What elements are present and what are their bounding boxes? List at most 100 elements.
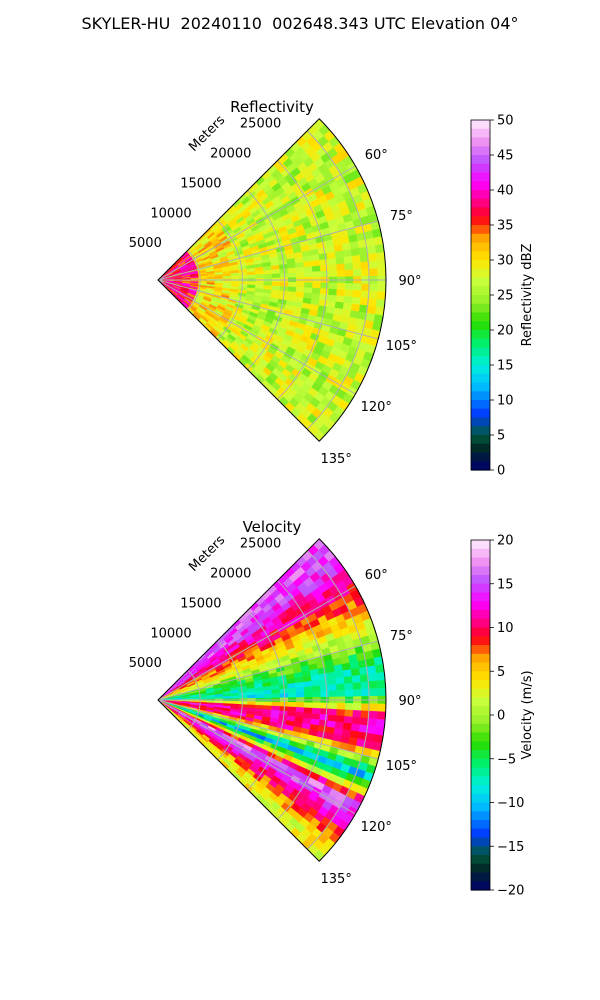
heatmap-cell (351, 296, 362, 306)
heatmap-cell (335, 295, 345, 304)
heatmap-cell (320, 690, 330, 698)
heatmap-cell (377, 687, 387, 697)
heatmap-cell (255, 701, 265, 706)
velocity-panel: Velocity500010000150002000025000Meters60… (129, 518, 535, 899)
heatmap-cell (319, 678, 329, 687)
heatmap-cell (377, 703, 387, 713)
heatmap-cell (367, 672, 378, 682)
heatmap-cell (352, 269, 362, 277)
heatmap-cell (311, 707, 321, 715)
heatmap-cell (319, 264, 330, 272)
heatmap-cell (336, 289, 346, 297)
heatmap-cell (350, 247, 361, 257)
heatmap-cell (304, 702, 313, 709)
heatmap-cell (310, 674, 320, 682)
colorbar-segment (471, 767, 490, 777)
heatmap-cell (367, 298, 378, 308)
heatmap-cell (214, 276, 224, 280)
colorbar-tick-label: 0 (497, 464, 505, 479)
azimuth-tick-label: 120° (361, 820, 392, 835)
heatmap-cell (287, 702, 297, 708)
heatmap-cell (327, 677, 337, 686)
colorbar-segment (471, 723, 490, 734)
colorbar-segment (471, 120, 490, 130)
heatmap-cell (375, 718, 386, 729)
heatmap-cell (352, 289, 362, 298)
heatmap-cell (343, 716, 353, 725)
colorbar-segment (471, 671, 490, 681)
colorbar-tick-label: 5 (497, 665, 505, 680)
colorbar-segment (471, 592, 490, 602)
colorbar-segment (471, 443, 490, 454)
azimuth-tick-label: 120° (361, 400, 392, 415)
heatmap-cell (367, 718, 378, 728)
heatmap-cell (222, 695, 232, 700)
radial-tick-label: 25000 (240, 117, 281, 132)
heatmap-cell (271, 689, 281, 695)
sector-frame (157, 118, 387, 442)
heatmap-cell (295, 282, 305, 288)
sector-frame (157, 538, 387, 862)
colorbar-segment (471, 863, 490, 874)
heatmap-cell (311, 685, 321, 693)
heatmap-cell (310, 254, 320, 262)
colorbar-tick-label: 25 (497, 289, 514, 304)
colorbar-segment (471, 242, 490, 252)
heatmap-cell (344, 682, 354, 691)
panel-title: Velocity (243, 518, 302, 536)
heatmap-cell (319, 708, 330, 716)
colorbar-segment (471, 172, 490, 182)
heatmap-cell (352, 262, 362, 271)
heatmap-cell (349, 660, 360, 670)
heatmap-cell (206, 276, 216, 280)
colorbar-tick-label: 40 (497, 184, 514, 199)
heatmap-cell (336, 263, 346, 271)
colorbar-segment (471, 776, 490, 786)
heatmap-cell (377, 267, 387, 277)
heatmap-cell (344, 262, 354, 271)
colorbar-segment (471, 461, 490, 471)
colorbar-segment (471, 417, 490, 427)
colorbar-segment (471, 706, 490, 716)
colorbar-segment (471, 680, 490, 690)
heatmap-cell (369, 283, 379, 292)
colorbar-tick-label: 15 (497, 577, 514, 592)
heatmap-cell (295, 286, 305, 294)
heatmap-cell (349, 240, 360, 250)
colorbar-segment (471, 846, 490, 856)
colorbar-segment (471, 303, 490, 314)
heatmap-cell (222, 275, 232, 280)
radial-tick-label: 10000 (150, 626, 191, 641)
heatmap-cell (246, 691, 256, 696)
heatmap-cell (230, 275, 240, 279)
heatmap-cell (336, 689, 346, 698)
heatmap-cell (247, 694, 256, 699)
heatmap-cell (351, 674, 362, 684)
colorbar-label: Reflectivity dBZ (520, 244, 535, 347)
colorbar: −20 −15 −10 −5 0 5 10 15 20 Velocity (m/s) (470, 534, 535, 899)
azimuth-gridline (157, 640, 379, 701)
heatmap-cell (295, 686, 305, 694)
colorbar-tick-label: 30 (497, 254, 514, 269)
colorbar-segment (471, 312, 490, 322)
heatmap-cell (352, 689, 362, 697)
colorbar: 0 5 10 15 20 25 30 35 40 45 50 Reflectivity dBZ (470, 114, 535, 479)
heatmap-cell (263, 273, 273, 279)
heatmap-cell (311, 287, 321, 295)
heatmap-cell (263, 281, 273, 287)
colorbar-segment (471, 435, 490, 445)
colorbar-segment (471, 155, 490, 165)
heatmap-cell (344, 269, 354, 277)
heatmap-cell (263, 701, 273, 707)
heatmap-cell (287, 706, 297, 713)
colorbar-segment (471, 452, 490, 462)
heatmap-cell (366, 305, 377, 315)
colorbar-segment (471, 732, 490, 742)
heatmap-cell (271, 269, 281, 275)
colorbar-segment (471, 163, 490, 174)
colorbar-segment (471, 881, 490, 891)
colorbar-label: Velocity (m/s) (520, 670, 535, 759)
colorbar-segment (471, 225, 490, 235)
colorbar-segment (471, 268, 490, 279)
heatmap-cell (351, 716, 362, 726)
